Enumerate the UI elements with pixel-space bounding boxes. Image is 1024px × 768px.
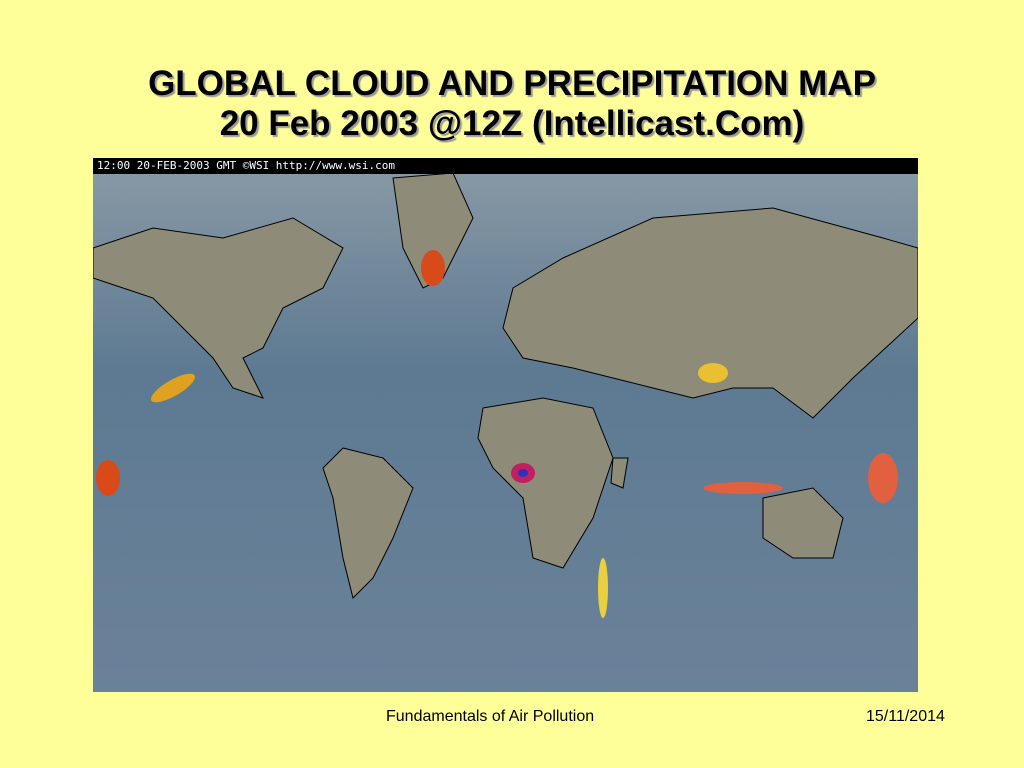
footer-text: Fundamentals of Air Pollution — [386, 708, 595, 725]
map-header-bar — [93, 158, 918, 174]
title-line: GLOBAL CLOUD AND PRECIPITATION MAP — [148, 64, 876, 103]
precipitation — [96, 250, 898, 618]
slide-title: GLOBAL CLOUD AND PRECIPITATION MAP 20 Fe… — [0, 64, 1024, 144]
continents — [93, 172, 918, 599]
title-line: 20 Feb 2003 @12Z (Intellicast.Com) — [219, 104, 805, 143]
satellite-map: 12:00 20-FEB-2003 GMT ©WSI http://www.ws… — [93, 158, 918, 692]
map-header: 12:00 20-FEB-2003 GMT ©WSI http://www.ws… — [97, 159, 395, 172]
footer-date: 15/11/2014 — [866, 708, 945, 725]
